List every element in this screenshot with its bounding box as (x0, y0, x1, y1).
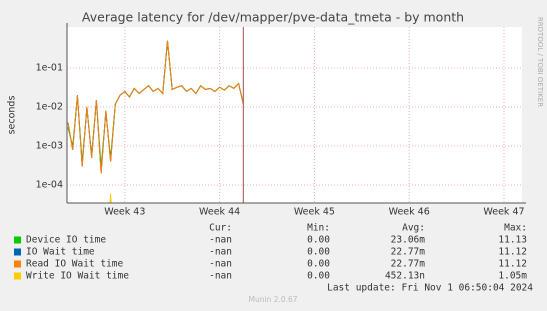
legend-swatch (14, 236, 21, 244)
legend-stat: 0.00 (307, 271, 330, 282)
y-tick-label: 1e-04 (36, 180, 63, 191)
last-update: Last update: Fri Nov 1 06:50:04 2024 (327, 283, 533, 294)
x-tick-label: Week 46 (389, 207, 430, 218)
legend-column-header: Min: (307, 223, 330, 234)
legend-stat: 11.12 (498, 259, 527, 270)
legend-stat: 0.00 (307, 247, 330, 258)
legend-stat: -nan (209, 271, 232, 282)
footer: Munin 2.0.67 (248, 295, 297, 304)
x-tick-label: Week 43 (104, 207, 145, 218)
x-tick-label: Week 47 (483, 207, 524, 218)
legend-stat: 0.00 (307, 259, 330, 270)
plot-lines (67, 40, 244, 203)
legend-stat: -nan (209, 259, 232, 270)
y-tick-label: 1e-01 (36, 62, 63, 73)
legend-entry: IO Wait time (26, 247, 95, 258)
legend-swatch (14, 272, 21, 280)
legend-stat: 23.06m (391, 235, 426, 246)
chart-title: Average latency for /dev/mapper/pve-data… (82, 10, 464, 25)
legend-swatch (14, 260, 21, 268)
x-tick-label: Week 45 (294, 207, 335, 218)
legend-stat: 22.77m (391, 259, 426, 270)
y-tick-label: 1e-03 (36, 140, 63, 151)
legend-stat: 0.00 (307, 235, 330, 246)
legend-swatch (14, 248, 21, 256)
legend-column-header: Cur: (209, 223, 232, 234)
legend-column-header: Avg: (402, 223, 425, 234)
legend-stat: 11.13 (498, 235, 527, 246)
y-tick-label: 1e-02 (36, 101, 63, 112)
plot-area (67, 27, 522, 203)
legend-stat: 11.12 (498, 247, 527, 258)
legend-stat: -nan (209, 235, 232, 246)
legend-entry: Write IO Wait time (26, 271, 129, 282)
side-text: RRDTOOL / TOBI OETIKER (536, 17, 544, 107)
series-line (67, 40, 244, 174)
legend-stat: 452.13n (385, 271, 425, 282)
legend-stat: 1.05m (498, 271, 527, 282)
legend-stat: 22.77m (391, 247, 426, 258)
x-tick-label: Week 44 (199, 207, 240, 218)
legend-entry: Read IO Wait time (26, 259, 124, 270)
legend-entry: Device IO time (26, 235, 106, 246)
legend-column-header: Max: (504, 223, 527, 234)
legend-stat: -nan (209, 247, 232, 258)
y-axis-label: seconds (7, 96, 18, 135)
